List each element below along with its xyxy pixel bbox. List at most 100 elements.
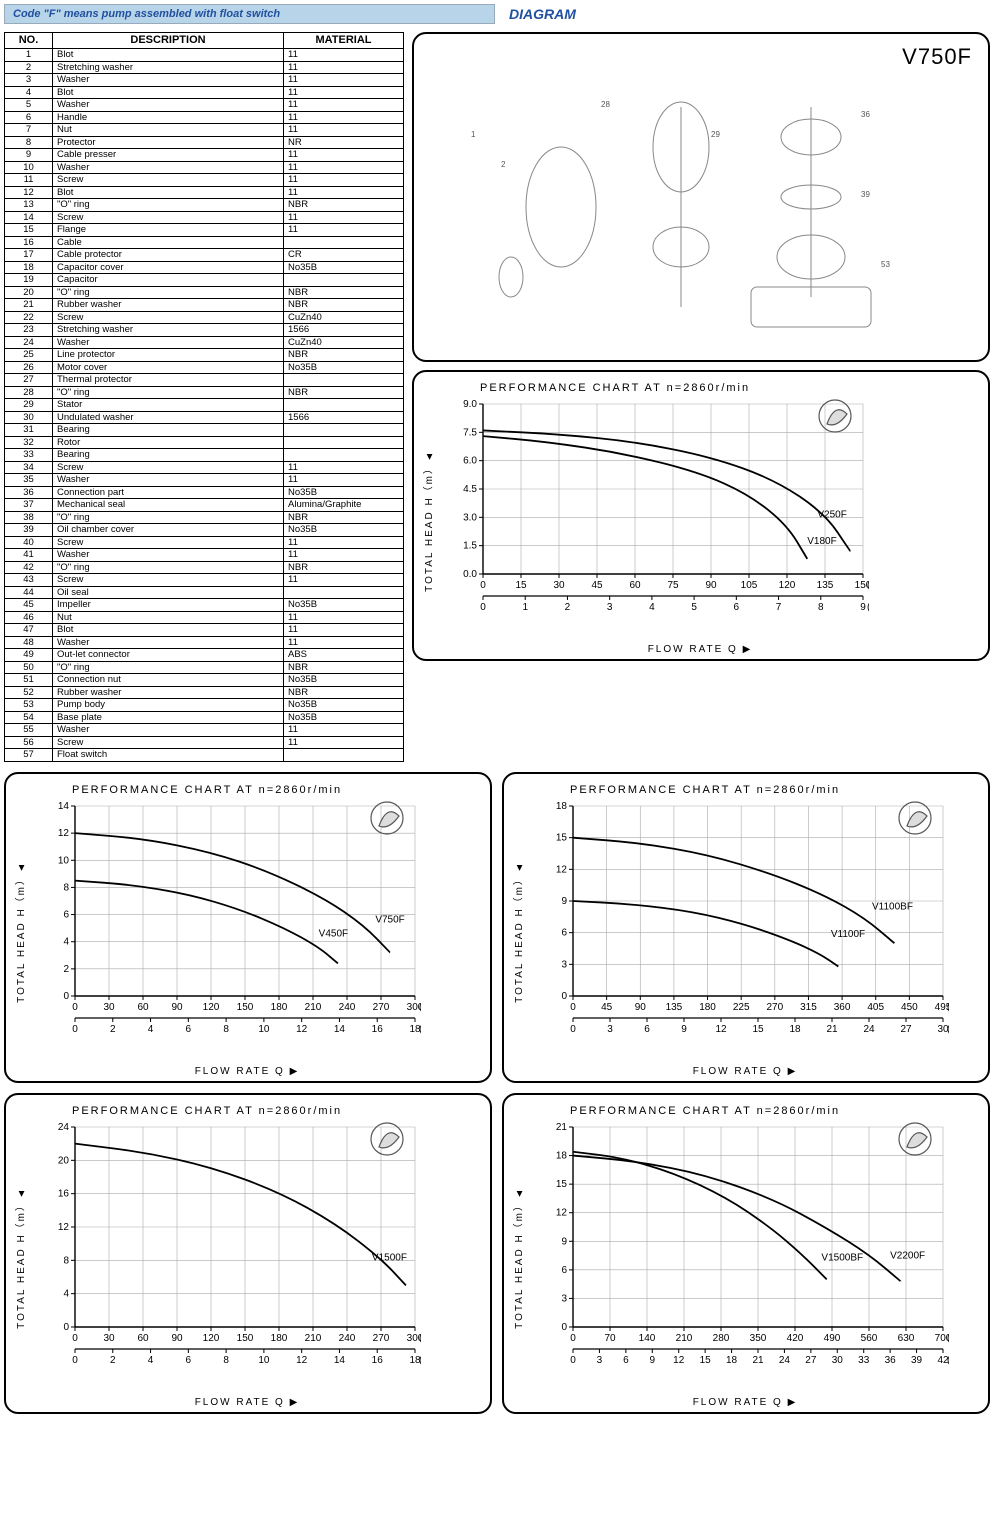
svg-text:240: 240: [339, 1002, 356, 1013]
svg-text:(l/min): (l/min): [947, 1333, 949, 1344]
table-row: 55Washer11: [5, 724, 404, 737]
table-row: 39Oil chamber coverNo35B: [5, 524, 404, 537]
table-row: 30Undulated washer1566: [5, 411, 404, 424]
svg-text:36: 36: [861, 110, 870, 119]
svg-text:39: 39: [911, 1355, 923, 1366]
chart-title: PERFORMANCE CHART AT n=2860r/min: [420, 382, 980, 394]
svg-text:16: 16: [372, 1024, 384, 1035]
svg-text:(m³/h): (m³/h): [947, 1024, 949, 1035]
table-row: 28"O" ringNBR: [5, 386, 404, 399]
table-row: 42"O" ringNBR: [5, 561, 404, 574]
svg-text:53: 53: [881, 260, 890, 269]
exploded-diagram: V750F 12 2829 3639: [412, 32, 990, 362]
svg-text:12: 12: [296, 1024, 308, 1035]
chart-svg: 024681012140306090120150180210240270300(…: [31, 800, 421, 1064]
table-row: 50"O" ringNBR: [5, 661, 404, 674]
svg-text:210: 210: [305, 1333, 322, 1344]
svg-text:3: 3: [561, 1293, 567, 1304]
table-row: 47Blot11: [5, 624, 404, 637]
svg-text:6.0: 6.0: [463, 456, 477, 467]
svg-text:(m³/h): (m³/h): [867, 602, 869, 613]
chart-5: PERFORMANCE CHART AT n=2860r/min TOTAL H…: [502, 1093, 990, 1414]
svg-text:150: 150: [237, 1333, 254, 1344]
svg-text:9: 9: [561, 1236, 567, 1247]
table-row: 54Base plateNo35B: [5, 711, 404, 724]
chart-svg: 0.01.53.04.56.07.59.00153045607590105120…: [439, 398, 869, 642]
svg-text:27: 27: [805, 1355, 817, 1366]
table-row: 13"O" ringNBR: [5, 199, 404, 212]
model-label: V750F: [902, 44, 972, 70]
svg-text:(l/min): (l/min): [419, 1002, 421, 1013]
table-row: 24WasherCuZn40: [5, 336, 404, 349]
svg-text:30: 30: [103, 1002, 115, 1013]
svg-text:120: 120: [779, 580, 796, 591]
svg-text:0: 0: [570, 1333, 576, 1344]
svg-text:29: 29: [711, 130, 720, 139]
svg-text:12: 12: [296, 1355, 308, 1366]
svg-text:1.5: 1.5: [463, 541, 477, 552]
svg-text:15: 15: [700, 1355, 712, 1366]
svg-text:9: 9: [681, 1024, 687, 1035]
svg-text:15: 15: [556, 832, 568, 843]
svg-text:2: 2: [110, 1355, 116, 1366]
table-header: NO.: [5, 33, 53, 49]
svg-text:9: 9: [650, 1355, 656, 1366]
svg-text:(l/min): (l/min): [867, 580, 869, 591]
svg-text:4: 4: [148, 1355, 154, 1366]
svg-text:V2200F: V2200F: [890, 1250, 925, 1261]
svg-text:120: 120: [203, 1333, 220, 1344]
x-axis-label: FLOW RATE Q ▶: [12, 1397, 482, 1408]
chart-title: PERFORMANCE CHART AT n=2860r/min: [12, 784, 482, 796]
svg-text:4.5: 4.5: [463, 484, 477, 495]
svg-text:6: 6: [186, 1355, 192, 1366]
table-row: 46Nut11: [5, 611, 404, 624]
svg-text:10: 10: [58, 855, 70, 866]
table-row: 44Oil seal: [5, 586, 404, 599]
svg-text:4: 4: [148, 1024, 154, 1035]
svg-text:21: 21: [752, 1355, 764, 1366]
svg-text:2: 2: [110, 1024, 116, 1035]
x-axis-label: FLOW RATE Q ▶: [12, 1066, 482, 1077]
svg-text:2: 2: [565, 602, 571, 613]
svg-text:4: 4: [63, 936, 69, 947]
chart-3: PERFORMANCE CHART AT n=2860r/min TOTAL H…: [502, 772, 990, 1083]
chart-svg: 0369121518210701402102803504204905606307…: [529, 1121, 949, 1395]
svg-text:9: 9: [561, 896, 567, 907]
svg-text:270: 270: [373, 1333, 390, 1344]
table-row: 21Rubber washerNBR: [5, 299, 404, 312]
table-row: 12Blot11: [5, 186, 404, 199]
table-row: 35Washer11: [5, 474, 404, 487]
svg-text:12: 12: [556, 864, 568, 875]
svg-text:90: 90: [635, 1002, 647, 1013]
chart-title: PERFORMANCE CHART AT n=2860r/min: [510, 1105, 980, 1117]
svg-text:240: 240: [339, 1333, 356, 1344]
svg-text:420: 420: [787, 1333, 804, 1344]
table-row: 26Motor coverNo35B: [5, 361, 404, 374]
diagram-header: DIAGRAM: [501, 4, 990, 24]
svg-text:33: 33: [858, 1355, 870, 1366]
y-axis-label: TOTAL HEAD H（m）▲: [12, 860, 31, 1003]
y-axis-label: TOTAL HEAD H（m）▲: [510, 1186, 529, 1329]
svg-text:60: 60: [137, 1002, 149, 1013]
table-row: 40Screw11: [5, 536, 404, 549]
svg-text:6: 6: [623, 1355, 629, 1366]
table-row: 4Blot11: [5, 86, 404, 99]
svg-text:45: 45: [601, 1002, 613, 1013]
table-row: 8ProtectorNR: [5, 136, 404, 149]
table-row: 51Connection nutNo35B: [5, 674, 404, 687]
svg-text:15: 15: [556, 1179, 568, 1190]
table-row: 14Screw11: [5, 211, 404, 224]
svg-text:9: 9: [860, 602, 866, 613]
svg-text:3: 3: [597, 1355, 603, 1366]
svg-text:210: 210: [305, 1002, 322, 1013]
table-row: 17Cable protectorCR: [5, 249, 404, 262]
svg-text:V1500BF: V1500BF: [821, 1252, 863, 1263]
svg-text:18: 18: [556, 801, 568, 812]
chart-1: PERFORMANCE CHART AT n=2860r/min TOTAL H…: [412, 370, 990, 661]
svg-text:28: 28: [601, 100, 610, 109]
svg-text:350: 350: [750, 1333, 767, 1344]
table-row: 45ImpellerNo35B: [5, 599, 404, 612]
svg-text:0: 0: [570, 1355, 576, 1366]
svg-text:0: 0: [72, 1333, 78, 1344]
svg-text:20: 20: [58, 1155, 70, 1166]
